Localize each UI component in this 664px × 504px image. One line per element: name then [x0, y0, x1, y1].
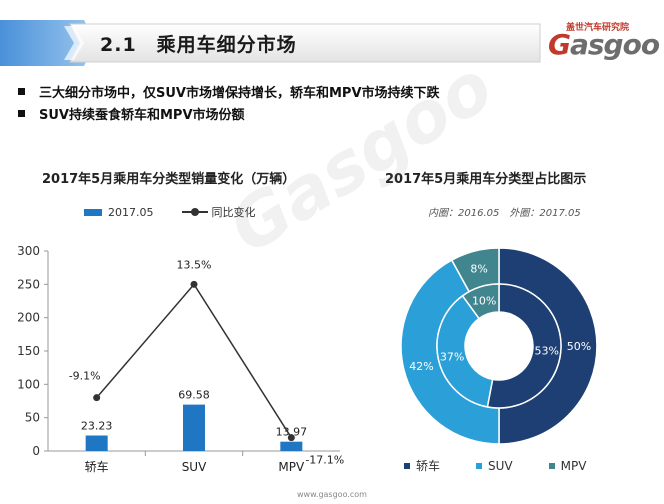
legend-mpv-label: MPV: [560, 458, 587, 473]
bar-value-label: 69.58: [178, 389, 210, 402]
inner-ring-slice-label: 53%: [535, 345, 559, 358]
bar-chart-title: 2017年5月乘用车分类型销量变化（万辆）: [42, 172, 296, 187]
pie-chart-legend: 轿车 SUV MPV: [404, 457, 586, 474]
y-tick-label: 0: [32, 444, 40, 458]
outer-ring-slice-label: 42%: [409, 360, 433, 373]
inner-ring-slice: [461, 283, 500, 320]
x-tick-label: SUV: [182, 460, 207, 474]
inner-ring-slice-label: 10%: [472, 294, 496, 307]
yoy-change-point: [190, 280, 198, 288]
logo-letters-rest: asgoo: [569, 28, 660, 61]
header-arrow-1: [64, 26, 84, 60]
outer-ring-slice-label: 50%: [567, 340, 591, 353]
bar-value-label: 13.97: [276, 426, 308, 439]
bullet-square-icon: [18, 109, 25, 117]
bar: [280, 441, 303, 451]
x-tick-label: MPV: [278, 460, 305, 474]
logo-tagline: 盖世汽车研究院: [566, 23, 630, 33]
inner-ring-slice: [486, 283, 562, 409]
y-tick-label: 50: [25, 411, 40, 425]
x-tick-label: 轿车: [85, 459, 109, 474]
page-title: 2.1 乘用车细分市场: [100, 34, 297, 56]
gasgoo-logo: Gasgoo: [548, 28, 660, 61]
bar-value-label: 23.23: [81, 420, 113, 433]
y-tick-label: 300: [17, 244, 40, 258]
bullet-item: 三大细分市场中，仅SUV市场增保持增长，轿车和MPV市场持续下跌: [18, 80, 440, 102]
legend-suv-label: SUV: [488, 458, 513, 473]
bullet-square-icon: [18, 87, 25, 95]
bar-chart-legend: 2017.05 同比变化: [84, 204, 256, 220]
pie-chart-title: 2017年5月乘用车分类型占比图示: [385, 172, 587, 187]
legend-line-label: 同比变化: [211, 206, 256, 219]
yoy-change-label: -17.1%: [305, 454, 344, 467]
bar: [85, 435, 108, 451]
bullet-item: SUV持续蚕食轿车和MPV市场份额: [18, 102, 440, 124]
logo-letter-g: G: [548, 28, 571, 61]
bullet-list: 三大细分市场中，仅SUV市场增保持增长，轿车和MPV市场持续下跌 SUV持续蚕食…: [18, 80, 440, 124]
inner-ring-slice-label: 37%: [440, 350, 464, 363]
outer-ring-slice-label: 8%: [470, 263, 487, 276]
yoy-change-label: -9.1%: [69, 370, 101, 383]
bullet-text: 三大细分市场中，仅SUV市场增保持增长，轿车和MPV市场持续下跌: [39, 85, 440, 101]
pie-chart-subtitle: 内圈：2016.05 外圈：2017.05: [428, 208, 581, 219]
y-tick-label: 100: [17, 377, 40, 391]
legend-line-swatch-icon: [181, 207, 208, 217]
y-tick-label: 200: [17, 311, 40, 325]
legend-sedan-swatch-icon: [404, 462, 410, 469]
footer-url: www.gasgoo.com: [297, 490, 367, 499]
header-band: [0, 20, 541, 66]
legend-bar-swatch-icon: [84, 208, 102, 216]
legend-mpv-swatch-icon: [548, 462, 555, 469]
y-tick-label: 150: [17, 344, 40, 358]
yoy-change-label: 13.5%: [177, 258, 212, 271]
inner-ring-slice: [436, 294, 494, 408]
yoy-change-point: [93, 394, 101, 402]
legend-sedan-label: 轿车: [416, 459, 441, 473]
y-tick-label: 250: [17, 277, 40, 291]
legend-suv-swatch-icon: [476, 462, 483, 469]
yoy-change-point: [287, 434, 295, 442]
bullet-text: SUV持续蚕食轿车和MPV市场份额: [39, 107, 245, 123]
legend-bar-label: 2017.05: [108, 205, 154, 219]
bar: [183, 404, 205, 451]
